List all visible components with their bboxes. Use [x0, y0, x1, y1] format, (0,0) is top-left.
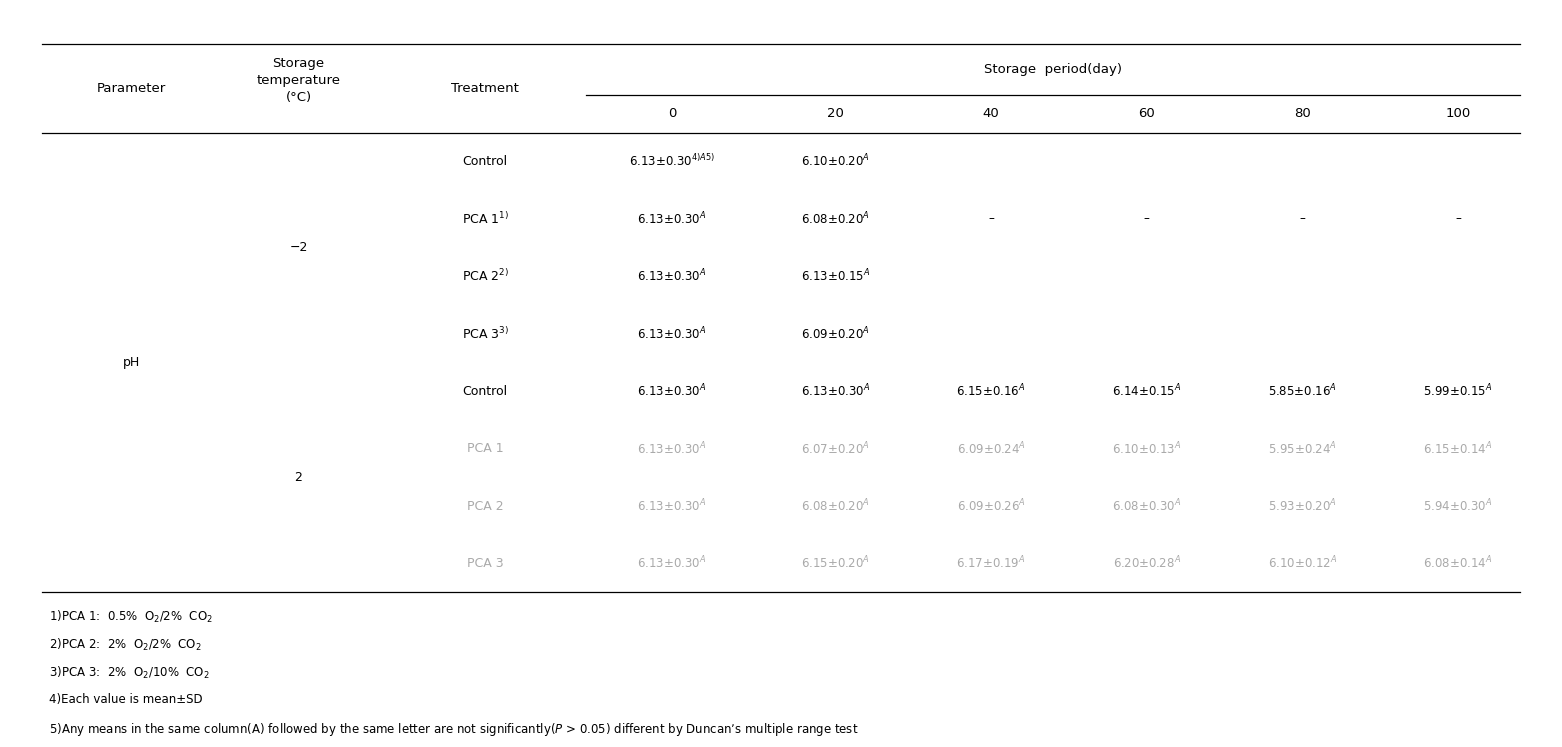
Text: −2: −2: [289, 241, 308, 254]
Text: 6.15±0.16$^{A}$: 6.15±0.16$^{A}$: [956, 382, 1026, 400]
Text: 6.13±0.30$^{A}$: 6.13±0.30$^{A}$: [637, 498, 706, 515]
Text: 6.07±0.20$^{A}$: 6.07±0.20$^{A}$: [801, 440, 870, 457]
Text: 6.09±0.26$^{A}$: 6.09±0.26$^{A}$: [958, 498, 1026, 515]
Text: 6.13±0.30$^{A}$: 6.13±0.30$^{A}$: [637, 211, 706, 227]
Text: PCA 3$^{3)}$: PCA 3$^{3)}$: [462, 326, 509, 341]
Text: Treatment: Treatment: [451, 81, 519, 95]
Text: PCA 1$^{1)}$: PCA 1$^{1)}$: [462, 211, 509, 226]
Text: 6.08±0.20$^{A}$: 6.08±0.20$^{A}$: [801, 211, 870, 227]
Text: 6.09±0.24$^{A}$: 6.09±0.24$^{A}$: [958, 440, 1026, 457]
Text: 3)PCA 3:  2%  O$_2$/10%  CO$_2$: 3)PCA 3: 2% O$_2$/10% CO$_2$: [50, 665, 211, 681]
Text: 4)Each value is mean±SD: 4)Each value is mean±SD: [50, 693, 203, 706]
Text: 5.93±0.20$^{A}$: 5.93±0.20$^{A}$: [1268, 498, 1337, 515]
Text: 0: 0: [669, 108, 676, 120]
Text: 2: 2: [295, 471, 303, 484]
Text: 5)Any means in the same column(A) followed by the same letter are not significan: 5)Any means in the same column(A) follow…: [50, 722, 859, 738]
Text: 5.85±0.16$^{A}$: 5.85±0.16$^{A}$: [1268, 382, 1337, 400]
Text: 6.08±0.14$^{A}$: 6.08±0.14$^{A}$: [1423, 555, 1493, 571]
Text: PCA 2: PCA 2: [467, 500, 503, 512]
Text: 6.17±0.19$^{A}$: 6.17±0.19$^{A}$: [956, 555, 1026, 571]
Text: 5.94±0.30$^{A}$: 5.94±0.30$^{A}$: [1423, 498, 1493, 515]
Text: 100: 100: [1445, 108, 1471, 120]
Text: –: –: [989, 212, 993, 226]
Text: 6.09±0.20$^{A}$: 6.09±0.20$^{A}$: [801, 326, 870, 342]
Text: PCA 1: PCA 1: [467, 442, 503, 455]
Text: 6.13±0.30$^{4)A5)}$: 6.13±0.30$^{4)A5)}$: [629, 153, 715, 170]
Text: 1)PCA 1:  0.5%  O$_2$/2%  CO$_2$: 1)PCA 1: 0.5% O$_2$/2% CO$_2$: [50, 609, 214, 624]
Text: 6.13±0.30$^{A}$: 6.13±0.30$^{A}$: [637, 382, 706, 400]
Text: Control: Control: [462, 155, 508, 168]
Text: 6.10±0.20$^{A}$: 6.10±0.20$^{A}$: [801, 153, 870, 170]
Text: 2)PCA 2:  2%  O$_2$/2%  CO$_2$: 2)PCA 2: 2% O$_2$/2% CO$_2$: [50, 636, 201, 653]
Text: PCA 3: PCA 3: [467, 557, 503, 570]
Text: 5.99±0.15$^{A}$: 5.99±0.15$^{A}$: [1423, 382, 1493, 400]
Text: PCA 2$^{2)}$: PCA 2$^{2)}$: [462, 268, 509, 284]
Text: 5.95±0.24$^{A}$: 5.95±0.24$^{A}$: [1268, 440, 1337, 457]
Text: 6.15±0.20$^{A}$: 6.15±0.20$^{A}$: [801, 555, 870, 571]
Text: Control: Control: [462, 385, 508, 397]
Text: –: –: [1143, 212, 1150, 226]
Text: 6.13±0.15$^{A}$: 6.13±0.15$^{A}$: [801, 268, 870, 285]
Text: pH: pH: [122, 356, 141, 369]
Text: 6.13±0.30$^{A}$: 6.13±0.30$^{A}$: [637, 268, 706, 285]
Text: 6.13±0.30$^{A}$: 6.13±0.30$^{A}$: [637, 440, 706, 457]
Text: –: –: [1300, 212, 1306, 226]
Text: 6.14±0.15$^{A}$: 6.14±0.15$^{A}$: [1112, 382, 1181, 400]
Text: Storage  period(day): Storage period(day): [984, 63, 1123, 76]
Text: 60: 60: [1139, 108, 1156, 120]
Text: 6.13±0.30$^{A}$: 6.13±0.30$^{A}$: [637, 326, 706, 342]
Text: 6.10±0.12$^{A}$: 6.10±0.12$^{A}$: [1268, 555, 1337, 571]
Text: 6.08±0.20$^{A}$: 6.08±0.20$^{A}$: [801, 498, 870, 515]
Text: –: –: [1456, 212, 1460, 226]
Text: 6.08±0.30$^{A}$: 6.08±0.30$^{A}$: [1112, 498, 1181, 515]
Text: 20: 20: [826, 108, 843, 120]
Text: 6.13±0.30$^{A}$: 6.13±0.30$^{A}$: [801, 382, 870, 400]
Text: 6.10±0.13$^{A}$: 6.10±0.13$^{A}$: [1112, 440, 1181, 457]
Text: Storage
temperature
(°C): Storage temperature (°C): [256, 57, 341, 104]
Text: 80: 80: [1293, 108, 1311, 120]
Text: 6.15±0.14$^{A}$: 6.15±0.14$^{A}$: [1423, 440, 1493, 457]
Text: Parameter: Parameter: [97, 81, 166, 95]
Text: 6.20±0.28$^{A}$: 6.20±0.28$^{A}$: [1112, 555, 1181, 571]
Text: 6.13±0.30$^{A}$: 6.13±0.30$^{A}$: [637, 555, 706, 571]
Text: 40: 40: [982, 108, 1000, 120]
